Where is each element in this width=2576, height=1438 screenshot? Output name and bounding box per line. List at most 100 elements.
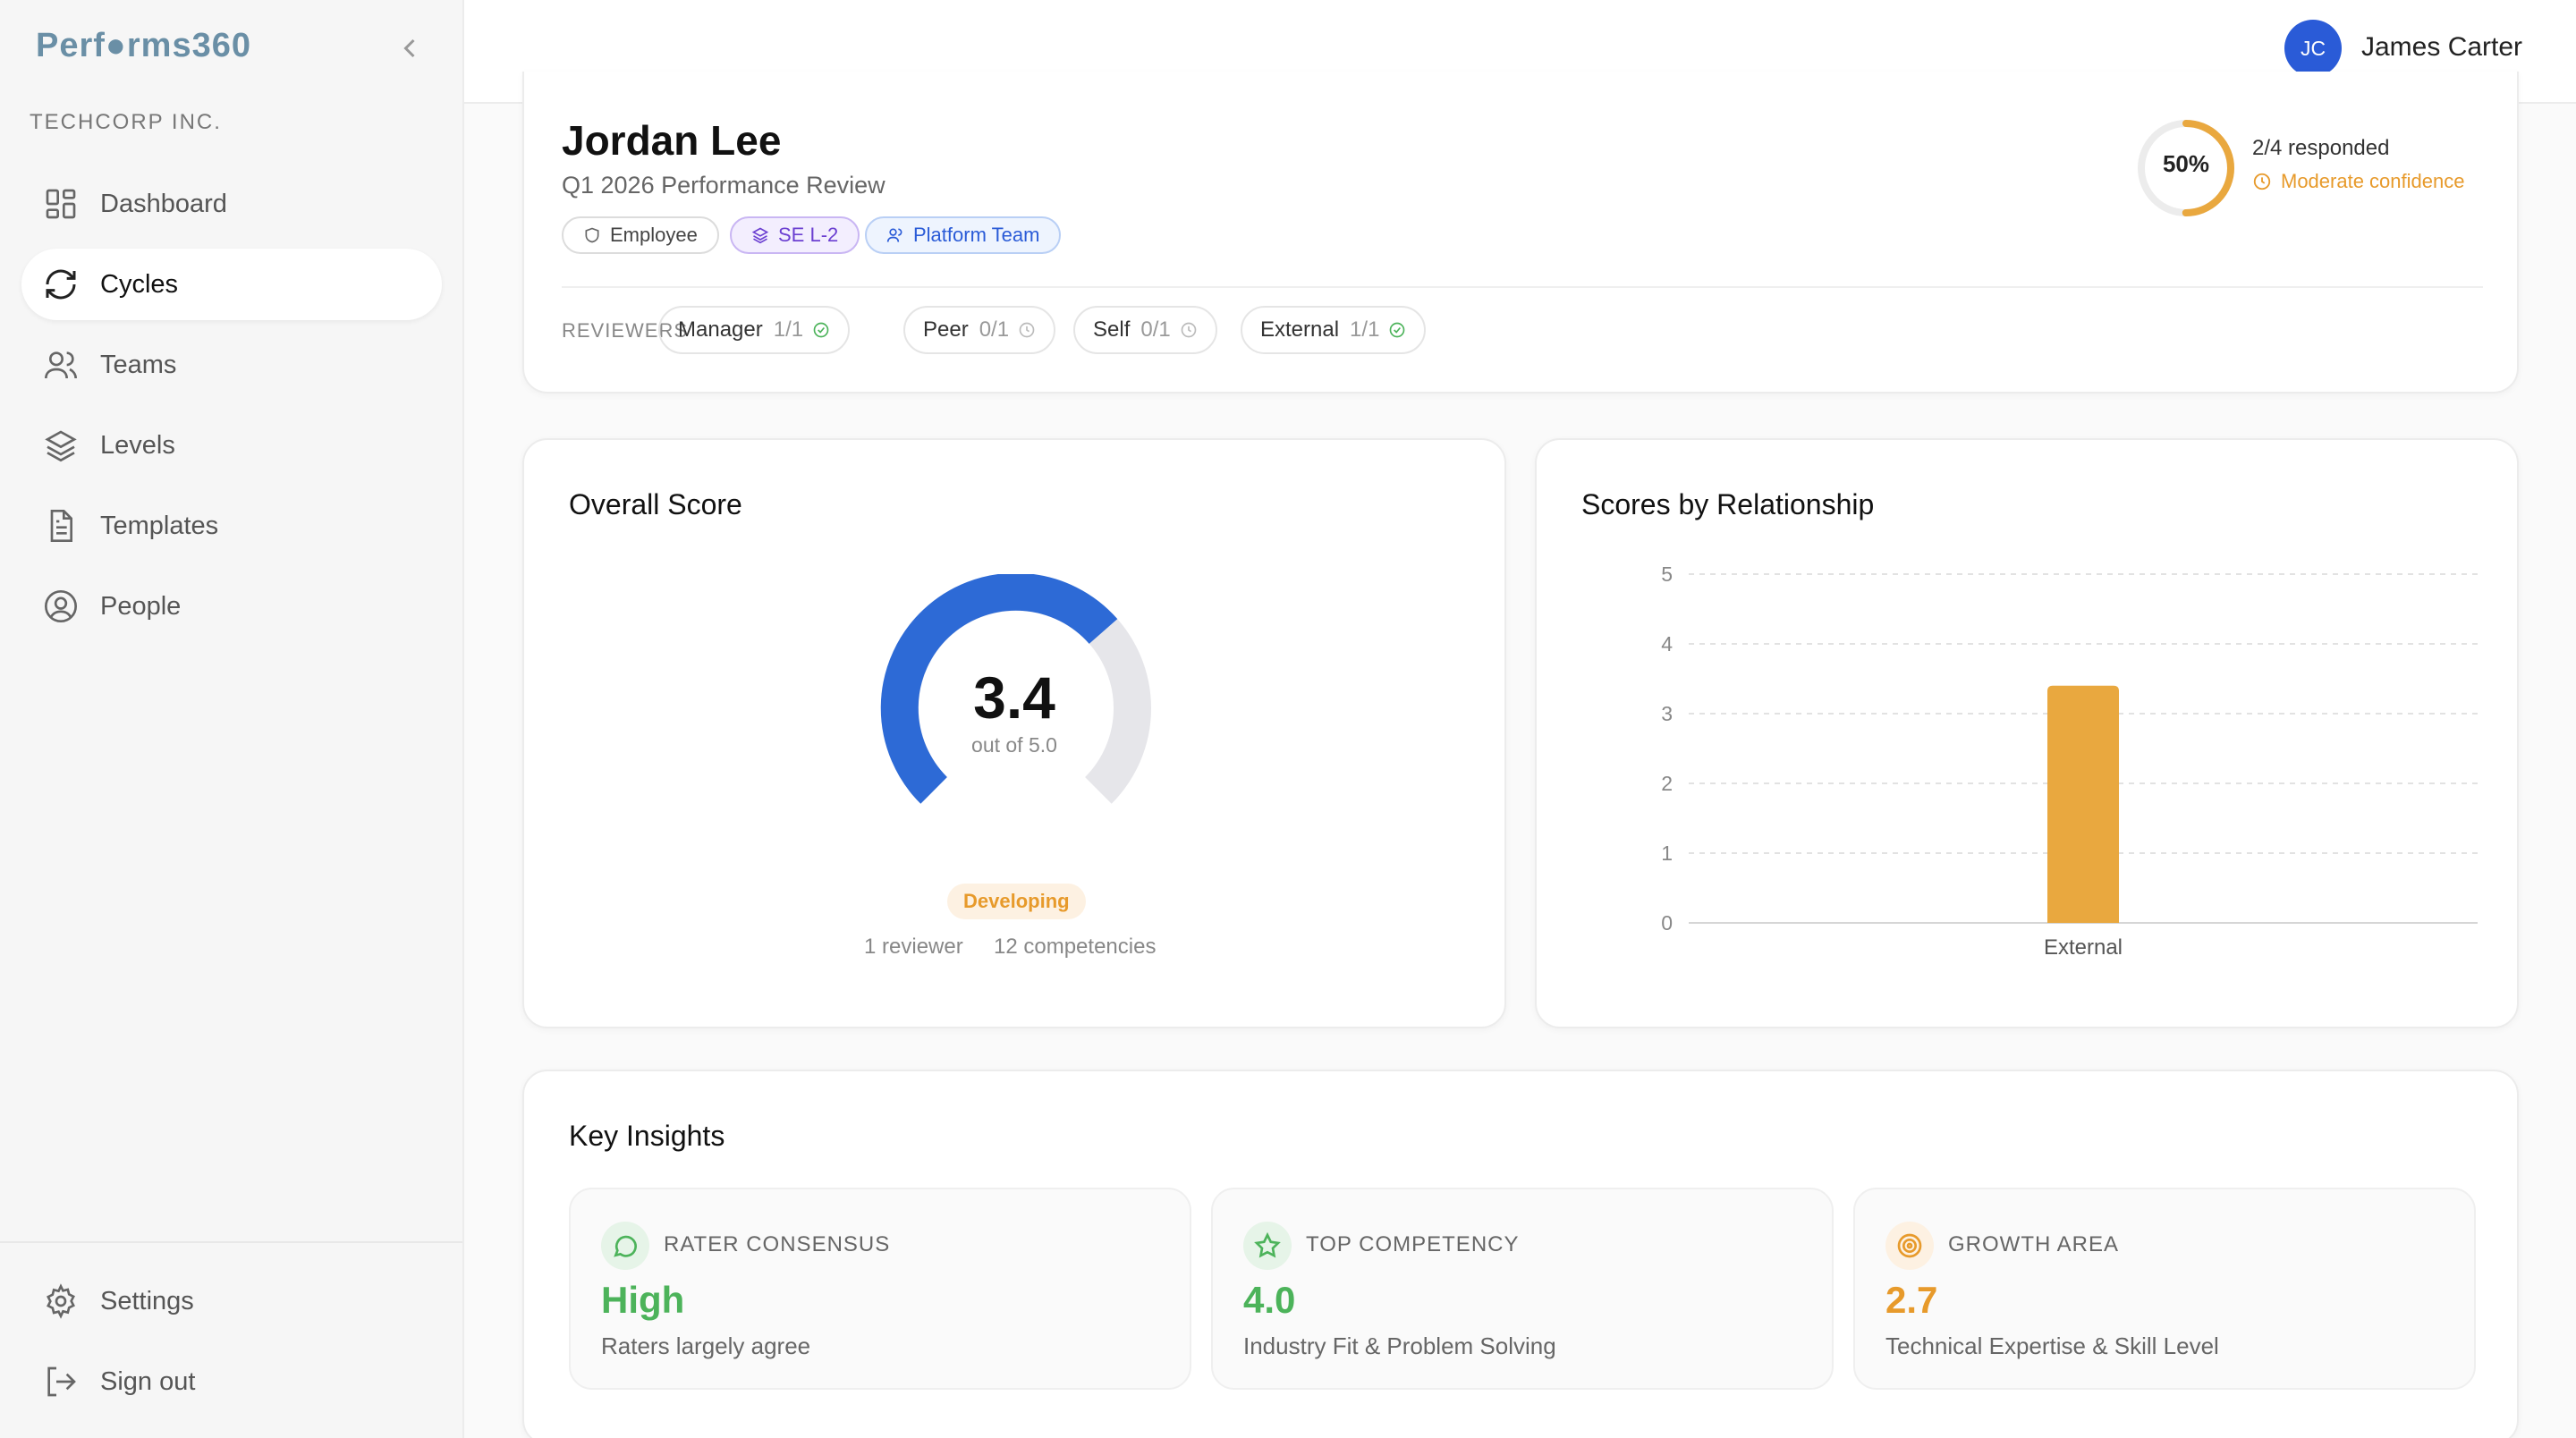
insight-value: 4.0 (1243, 1279, 1296, 1321)
review-subtitle: Q1 2026 Performance Review (562, 172, 886, 199)
sidebar-item-label: People (100, 591, 182, 621)
score-gauge (880, 574, 1151, 804)
check-circle-icon (813, 322, 829, 338)
insight-label: RATER CONSENSUS (664, 1232, 891, 1256)
reviewer-type: Self (1093, 317, 1131, 342)
gear-icon (47, 1283, 75, 1319)
insight-description: Technical Expertise & Skill Level (1885, 1332, 2219, 1359)
role-tag-label: Employee (610, 224, 698, 246)
star-icon (1254, 1231, 1281, 1258)
insight-description: Raters largely agree (601, 1332, 811, 1359)
insight-value: High (601, 1279, 685, 1321)
collapse-sidebar-icon[interactable] (394, 32, 426, 64)
insight-description: Industry Fit & Problem Solving (1243, 1332, 1556, 1359)
layers-icon (45, 430, 77, 462)
insight-icon-wrap (601, 1222, 649, 1270)
overall-score-value: 3.4 (973, 664, 1055, 731)
sign-out-icon (47, 1366, 76, 1397)
overall-score-max: out of 5.0 (971, 733, 1057, 757)
bar-external[interactable] (2047, 685, 2119, 923)
insight-top-competency: TOP COMPETENCY 4.0 Industry Fit & Proble… (1211, 1188, 1834, 1390)
responded-count: 2/4 responded (2252, 136, 2390, 160)
sidebar-item-label: Sign out (100, 1366, 196, 1396)
sidebar-item-people[interactable]: People (21, 571, 442, 642)
reviewer-pill-manager[interactable]: Manager 1/1 (658, 306, 851, 354)
insight-rater-consensus: RATER CONSENSUS High Raters largely agre… (569, 1188, 1191, 1390)
y-tick-label: 2 (1661, 772, 1673, 795)
level-tag: SE L-2 (730, 216, 860, 254)
sidebar-item-label: Cycles (100, 269, 179, 299)
clock-icon (2253, 173, 2271, 190)
employee-name: Jordan Lee (562, 117, 782, 164)
role-tag: Employee (562, 216, 719, 254)
team-tag: Platform Team (865, 216, 1062, 254)
document-icon (50, 510, 72, 542)
app-logo[interactable]: Perf●rms360 (36, 27, 251, 64)
reviewer-count-label: 1 reviewer (864, 935, 963, 959)
response-percentage: 50% (2162, 150, 2210, 177)
users-icon (886, 228, 902, 242)
reviewer-count: 0/1 (1140, 317, 1171, 342)
sidebar-item-settings[interactable]: Settings (21, 1265, 442, 1337)
confidence-indicator: Moderate confidence (2252, 170, 2464, 193)
insight-growth-area: GROWTH AREA 2.7 Technical Expertise & Sk… (1853, 1188, 2476, 1390)
dashboard-icon (46, 189, 76, 219)
reviewer-type: Peer (923, 317, 969, 342)
sidebar-item-label: Dashboard (100, 189, 227, 218)
y-tick-label: 3 (1661, 702, 1673, 725)
clock-icon (1181, 322, 1197, 338)
organization-name: TECHCORP INC. (30, 110, 222, 134)
sidebar-item-dashboard[interactable]: Dashboard (21, 168, 442, 240)
reviewer-type: External (1260, 317, 1340, 342)
y-tick-label: 0 (1661, 911, 1673, 935)
relationship-scores-card: Scores by Relationship 0 1 2 3 4 5 External (1535, 438, 2519, 1028)
team-tag-label: Platform Team (913, 224, 1040, 246)
user-circle-icon (45, 590, 77, 622)
relationship-chart-title: Scores by Relationship (1581, 488, 1875, 520)
chat-icon (614, 1235, 637, 1257)
reviewer-pill-self[interactable]: Self 0/1 (1073, 306, 1217, 354)
sidebar-item-label: Teams (100, 350, 177, 379)
reviewer-type: Manager (678, 317, 763, 342)
refresh-icon (46, 269, 76, 300)
sidebar-item-teams[interactable]: Teams (21, 329, 442, 401)
sidebar-item-label: Levels (100, 430, 175, 460)
sidebar-item-label: Settings (100, 1286, 194, 1315)
avatar[interactable]: JC (2284, 20, 2342, 77)
check-circle-icon (1390, 322, 1405, 338)
layers-icon (751, 227, 769, 244)
sidebar-divider (0, 1241, 462, 1243)
relationship-bar-chart: 0 1 2 3 4 5 External (1661, 563, 2478, 960)
insight-value: 2.7 (1885, 1279, 1938, 1321)
insight-label: TOP COMPETENCY (1306, 1232, 1520, 1256)
insight-icon-wrap (1243, 1222, 1292, 1270)
level-tag-label: SE L-2 (778, 224, 839, 246)
header-divider (562, 286, 2483, 288)
key-insights-card: Key Insights RATER CONSENSUS High Raters… (522, 1070, 2519, 1438)
key-insights-title: Key Insights (569, 1120, 725, 1152)
reviewer-pill-external[interactable]: External 1/1 (1241, 306, 1427, 354)
target-icon (1897, 1233, 1922, 1258)
sidebar-item-cycles[interactable]: Cycles (21, 249, 442, 320)
reviewer-count: 1/1 (773, 317, 804, 342)
sidebar-item-levels[interactable]: Levels (21, 410, 442, 481)
user-name[interactable]: James Carter (2361, 32, 2523, 62)
reviewer-count: 0/1 (979, 317, 1010, 342)
reviewer-pill-peer[interactable]: Peer 0/1 (903, 306, 1056, 354)
sidebar-item-sign-out[interactable]: Sign out (21, 1346, 442, 1417)
review-header-card: Jordan Lee Q1 2026 Performance Review Em… (522, 72, 2519, 393)
competency-count-label: 12 competencies (994, 935, 1157, 959)
reviewer-count: 1/1 (1350, 317, 1380, 342)
insight-label: GROWTH AREA (1948, 1232, 2120, 1256)
y-tick-label: 5 (1661, 563, 1673, 586)
shield-icon (585, 227, 599, 243)
y-tick-label: 4 (1661, 632, 1673, 656)
confidence-label: Moderate confidence (2281, 170, 2465, 192)
sidebar-item-templates[interactable]: Templates (21, 490, 442, 562)
sidebar: Perf●rms360 TECHCORP INC. Dashboard Cycl… (0, 0, 464, 1438)
overall-score-card: Overall Score 3.4 out of 5.0 Developing … (522, 438, 1506, 1028)
response-progress-ring (2138, 120, 2234, 216)
users-icon (45, 351, 77, 379)
sidebar-item-label: Templates (100, 511, 219, 540)
insight-icon-wrap (1885, 1222, 1934, 1270)
